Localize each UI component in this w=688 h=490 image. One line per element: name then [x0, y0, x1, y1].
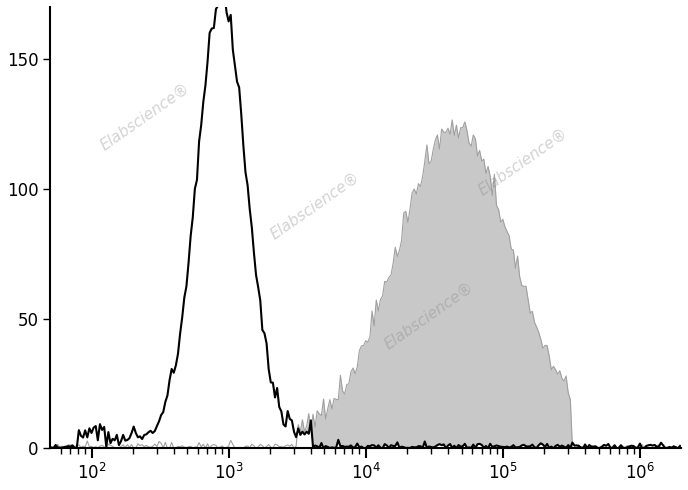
- Text: Elabscience®: Elabscience®: [98, 81, 193, 154]
- Text: Elabscience®: Elabscience®: [381, 279, 476, 352]
- Text: Elabscience®: Elabscience®: [268, 169, 363, 242]
- Text: Elabscience®: Elabscience®: [476, 125, 571, 198]
